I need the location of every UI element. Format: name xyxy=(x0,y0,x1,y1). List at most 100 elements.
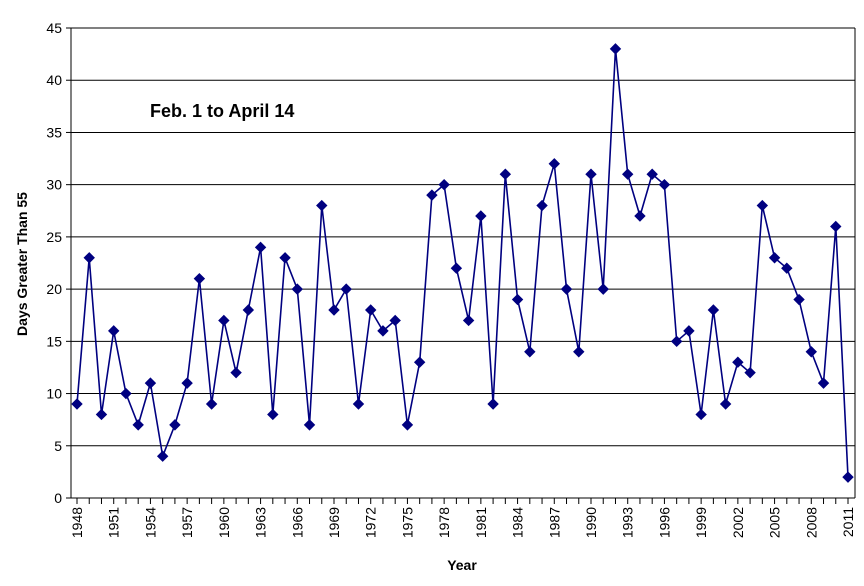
x-tick-label: 1975 xyxy=(399,507,415,538)
data-point xyxy=(218,314,230,327)
data-point xyxy=(426,189,438,201)
data-point xyxy=(279,252,291,264)
data-point xyxy=(622,168,634,180)
data-point xyxy=(83,252,95,264)
x-tick-label: 1999 xyxy=(693,507,709,538)
data-point xyxy=(254,241,267,254)
y-tick-label: 40 xyxy=(46,72,62,88)
x-tick-label: 1993 xyxy=(620,507,636,538)
data-point xyxy=(389,314,401,327)
x-tick-label: 2008 xyxy=(803,507,819,538)
series xyxy=(71,43,854,483)
data-point xyxy=(683,325,695,337)
axes xyxy=(66,27,856,504)
y-tick-label: 15 xyxy=(46,333,62,349)
data-point xyxy=(511,293,524,306)
x-tick-label: 1951 xyxy=(106,507,122,538)
data-point xyxy=(548,158,560,170)
data-point xyxy=(267,408,279,421)
chart-annotation: Feb. 1 to April 14 xyxy=(150,101,294,121)
data-point xyxy=(71,398,83,410)
data-point xyxy=(340,283,352,295)
y-tick-label: 10 xyxy=(46,386,62,402)
y-tick-label: 45 xyxy=(46,20,62,36)
data-point xyxy=(365,304,377,316)
x-tick-label: 1969 xyxy=(326,507,342,538)
data-point xyxy=(328,304,340,316)
data-point xyxy=(291,283,303,295)
data-point xyxy=(817,377,830,389)
data-point xyxy=(352,398,365,410)
data-point xyxy=(462,314,475,327)
data-point xyxy=(756,199,769,212)
data-point xyxy=(108,325,120,337)
x-tick-label: 1978 xyxy=(436,507,452,538)
data-point xyxy=(573,346,585,358)
data-point xyxy=(303,419,316,431)
x-tick-label: 1996 xyxy=(656,507,672,538)
data-point xyxy=(230,366,242,379)
data-point xyxy=(487,398,499,410)
series-line xyxy=(76,48,849,478)
x-tick-label: 1984 xyxy=(510,507,526,538)
data-point xyxy=(744,366,756,379)
y-tick-label: 25 xyxy=(46,229,62,245)
data-point xyxy=(634,210,646,222)
x-tick-label: 2005 xyxy=(767,507,783,538)
data-point xyxy=(695,408,707,421)
x-tick-label: 1981 xyxy=(473,507,489,538)
data-point xyxy=(524,346,536,358)
data-point xyxy=(536,199,548,212)
gridlines xyxy=(71,27,855,447)
data-point xyxy=(132,419,144,431)
y-tick-label: 35 xyxy=(46,124,62,140)
data-point xyxy=(805,346,817,358)
data-point xyxy=(450,262,463,274)
y-tick-label: 5 xyxy=(54,438,62,454)
data-point xyxy=(95,408,108,421)
data-point xyxy=(707,304,720,316)
data-point xyxy=(438,178,450,191)
x-tick-label: 1966 xyxy=(289,507,305,538)
data-point xyxy=(719,398,732,410)
data-point xyxy=(646,168,658,180)
y-tick-labels: 0 5 10 15 20 25 30 35 40 45 xyxy=(46,20,62,506)
x-tick-label: 1957 xyxy=(179,507,195,538)
y-tick-label: 0 xyxy=(54,490,62,506)
x-tick-label: 1954 xyxy=(142,507,158,538)
data-point xyxy=(658,178,671,191)
data-point xyxy=(842,471,854,483)
x-axis-title: Year xyxy=(447,557,477,573)
y-axis-title: Days Greater Than 55 xyxy=(14,192,30,336)
data-point xyxy=(413,356,426,368)
x-tick-label: 1963 xyxy=(253,507,269,538)
x-tick-label: 1960 xyxy=(216,507,232,538)
data-point xyxy=(585,168,597,180)
data-point xyxy=(169,419,181,431)
x-tick-label: 1990 xyxy=(583,507,599,538)
y-tick-label: 30 xyxy=(46,177,62,193)
data-point xyxy=(597,283,609,295)
data-point xyxy=(193,272,206,285)
data-point xyxy=(609,43,622,55)
x-tick-label: 1972 xyxy=(363,507,379,538)
data-point xyxy=(732,356,744,368)
x-tick-label: 2002 xyxy=(730,507,746,538)
data-point xyxy=(120,387,132,400)
x-tick-labels: 1948 1951 1954 1957 1960 1963 1966 1969 1972 1975… xyxy=(69,507,856,538)
x-tick-label: 2011 xyxy=(840,507,856,537)
data-point xyxy=(830,220,842,233)
data-point xyxy=(499,168,512,180)
x-tick-label: 1987 xyxy=(546,507,562,538)
x-tick-label: 1948 xyxy=(69,507,85,538)
data-point xyxy=(181,377,193,389)
data-point xyxy=(670,335,683,348)
data-point xyxy=(316,199,328,212)
data-point xyxy=(242,304,255,316)
data-point xyxy=(793,293,805,306)
data-point xyxy=(475,210,487,222)
data-point xyxy=(401,419,414,431)
y-tick-label: 20 xyxy=(46,281,62,297)
